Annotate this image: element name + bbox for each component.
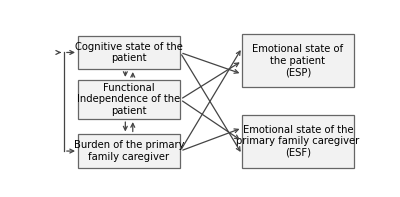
Text: Functional
Independence of the
patient: Functional Independence of the patient [78,83,181,116]
Text: Burden of the primary
family caregiver: Burden of the primary family caregiver [74,140,184,162]
Text: Cognitive state of the
patient: Cognitive state of the patient [75,42,183,63]
FancyBboxPatch shape [242,34,354,87]
Text: Emotional state of the
primary family caregiver
(ESF): Emotional state of the primary family ca… [236,125,360,158]
FancyBboxPatch shape [78,134,180,168]
FancyBboxPatch shape [78,80,180,119]
FancyBboxPatch shape [242,115,354,168]
FancyBboxPatch shape [78,36,180,69]
Text: Emotional state of
the patient
(ESP): Emotional state of the patient (ESP) [252,44,344,77]
